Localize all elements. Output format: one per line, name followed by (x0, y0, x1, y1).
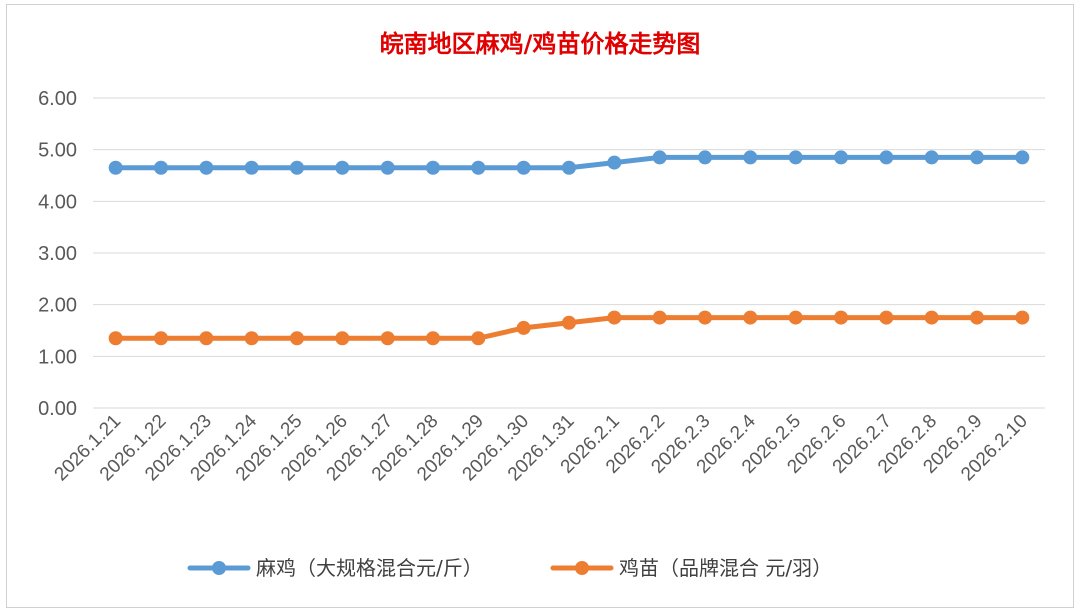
chart-frame (6, 4, 1074, 608)
data-point (426, 160, 440, 175)
data-point (244, 331, 259, 346)
y-tick-label: 6.00 (38, 88, 77, 110)
data-point (380, 160, 395, 175)
data-point (1015, 150, 1030, 165)
y-tick-label: 4.00 (38, 191, 77, 213)
data-point (698, 310, 712, 325)
data-point (108, 331, 123, 346)
data-point (652, 310, 667, 325)
y-tick-label: 2.00 (38, 295, 77, 317)
data-point (471, 331, 486, 346)
data-point (562, 315, 576, 330)
data-point (652, 150, 667, 165)
series-layer (108, 150, 1030, 346)
data-point (788, 310, 803, 325)
y-axis-ticks: 0.00 1.00 2.00 3.00 4.00 5.00 6.00 (38, 88, 77, 420)
data-point (516, 160, 531, 175)
data-point (154, 331, 168, 346)
legend-label: 鸡苗（品牌混合 元/羽） (619, 556, 832, 580)
series-2 (108, 310, 1030, 346)
series-1 (108, 150, 1030, 175)
data-point (335, 331, 350, 346)
chart-title: 皖南地区麻鸡/鸡苗价格走势图 (380, 30, 701, 58)
data-point (471, 160, 486, 175)
legend-marker (575, 561, 589, 575)
data-point (607, 155, 622, 170)
data-point (924, 310, 939, 325)
data-point (290, 331, 304, 346)
data-point (516, 320, 531, 335)
data-point (834, 150, 848, 165)
data-point (380, 331, 395, 346)
data-point (970, 150, 984, 165)
data-point (199, 160, 214, 175)
data-point (426, 331, 440, 346)
data-point (335, 160, 350, 175)
data-point (199, 331, 214, 346)
x-axis-ticks: 2026.1.212026.1.222026.1.232026.1.242026… (51, 410, 1032, 485)
y-tick-label: 1.00 (38, 346, 77, 368)
data-point (879, 150, 894, 165)
data-point (1015, 310, 1030, 325)
data-point (244, 160, 259, 175)
legend-marker (212, 561, 226, 575)
data-point (698, 150, 712, 165)
data-point (788, 150, 803, 165)
data-point (924, 150, 939, 165)
data-point (743, 310, 758, 325)
data-point (154, 160, 168, 175)
data-point (970, 310, 984, 325)
data-point (290, 160, 304, 175)
y-tick-label: 5.00 (38, 140, 77, 162)
y-tick-label: 3.00 (38, 243, 77, 265)
grid-layer (93, 97, 1045, 409)
data-point (743, 150, 758, 165)
data-point (108, 160, 123, 175)
y-tick-label: 0.00 (38, 398, 77, 420)
data-point (879, 310, 894, 325)
legend: 麻鸡（大规格混合元/斤） 鸡苗（品牌混合 元/羽） (187, 556, 832, 580)
data-point (607, 310, 622, 325)
legend-label: 麻鸡（大规格混合元/斤） (256, 556, 483, 580)
data-point (562, 160, 576, 175)
data-point (834, 310, 848, 325)
